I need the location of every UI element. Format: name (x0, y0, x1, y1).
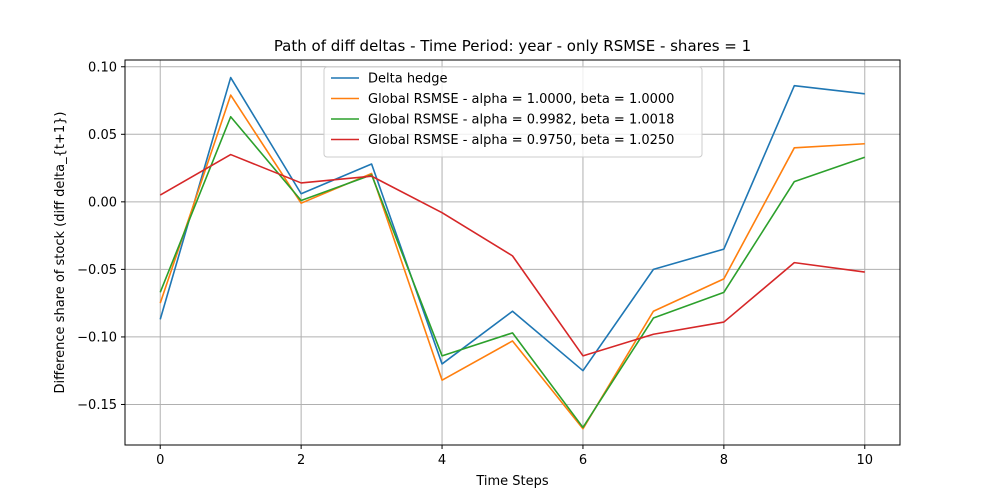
x-tick-label: 6 (579, 453, 587, 468)
y-tick-label: 0.00 (88, 195, 117, 210)
legend: Delta hedge Global RSMSE - alpha = 1.0000… (323, 66, 703, 158)
series-line (159, 115, 866, 429)
y-tick-label: −0.05 (77, 263, 117, 278)
axis-ticks: 0 2 4 6 8 10 −0.15 −0.10 −0.05 0.00 0.05 0.10 (77, 60, 873, 468)
x-tick-label: 0 (156, 453, 164, 468)
y-tick-label: 0.05 (88, 128, 117, 143)
series-line (159, 94, 865, 430)
x-axis-label: Time Steps (475, 474, 549, 489)
series-line (159, 153, 865, 357)
y-tick-label: −0.10 (77, 330, 117, 345)
legend-label: Delta hedge (368, 72, 448, 87)
x-tick-label: 10 (856, 453, 873, 468)
y-tick-label: 0.10 (88, 60, 117, 75)
y-tick-label: −0.15 (77, 398, 117, 413)
legend-frame (323, 66, 703, 158)
chart-title: Path of diff deltas - Time Period: year … (274, 37, 751, 55)
series-line (159, 76, 865, 372)
series-lines (159, 76, 866, 430)
x-tick-label: 2 (297, 453, 305, 468)
legend-label: Global RSMSE - alpha = 1.0000, beta = 1.… (368, 92, 674, 107)
x-tick-label: 8 (720, 453, 728, 468)
plot-area-frame (124, 59, 901, 446)
x-tick-label: 4 (438, 453, 446, 468)
y-axis-label: Difference share of stock (diff delta_{t… (53, 112, 68, 394)
legend-label: Global RSMSE - alpha = 0.9982, beta = 1.… (368, 113, 674, 128)
legend-label: Global RSMSE - alpha = 0.9750, beta = 1.… (368, 133, 674, 148)
